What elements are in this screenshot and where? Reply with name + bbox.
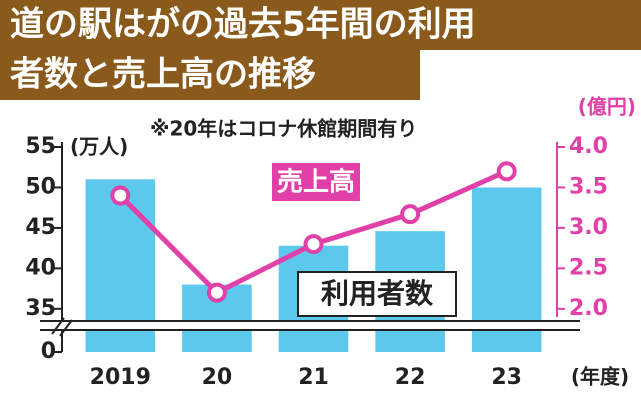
chart-title: 者数と売上高の推移 xyxy=(10,55,316,95)
y-tick-label: 40 xyxy=(25,255,56,280)
y2-tick-label: 2.0 xyxy=(569,296,608,321)
y-tick-label: 45 xyxy=(25,215,56,240)
x-tick-label: 23 xyxy=(491,365,522,390)
y2-tick-label: 3.0 xyxy=(569,215,608,240)
title-band xyxy=(0,50,420,100)
x-label: (年度) xyxy=(571,365,629,389)
marker xyxy=(110,185,131,206)
y-tick-label: 35 xyxy=(25,296,56,321)
y-tick-label: 0 xyxy=(41,339,56,364)
x-tick-label: 20 xyxy=(202,365,233,390)
legend-box xyxy=(272,163,360,201)
x-tick-label: 22 xyxy=(395,365,426,390)
break-mark xyxy=(51,317,73,337)
y2-tick-label: 4.0 xyxy=(569,134,608,159)
legend-label: 売上高 xyxy=(277,167,355,198)
y2-tick-label: 3.5 xyxy=(569,174,608,199)
break-gap xyxy=(40,322,580,329)
legend-box xyxy=(297,271,457,317)
marker xyxy=(496,161,517,182)
marker xyxy=(206,282,227,303)
chart-title: 道の駅はがの過去5年間の利用 xyxy=(10,5,476,45)
x-tick-label: 21 xyxy=(298,365,329,390)
marker xyxy=(303,234,324,255)
y-unit: (万人) xyxy=(70,135,128,159)
y2-unit: (億円) xyxy=(578,95,636,119)
marker xyxy=(400,204,421,225)
legend-label: 利用者数 xyxy=(321,277,434,310)
y2-tick-label: 2.5 xyxy=(569,255,608,280)
y-tick-label: 55 xyxy=(25,134,56,159)
x-tick-label: 2019 xyxy=(90,365,151,390)
title-band xyxy=(0,0,641,50)
annotation: ※20年はコロナ休館期間有り xyxy=(150,117,417,141)
y-tick-label: 50 xyxy=(25,174,56,199)
